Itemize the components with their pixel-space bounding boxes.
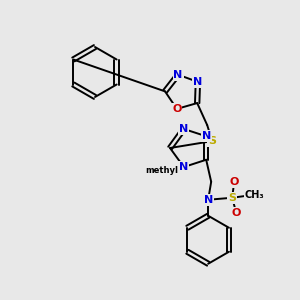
Text: S: S [228,193,236,203]
Text: CH₃: CH₃ [244,190,264,200]
Text: O: O [172,104,182,114]
Text: S: S [208,136,216,146]
Text: O: O [230,177,239,187]
Text: N: N [204,195,213,205]
Text: N: N [179,162,188,172]
Text: N: N [202,131,211,141]
Text: N: N [173,70,183,80]
Text: O: O [232,208,241,218]
Text: methyl: methyl [145,166,178,175]
Text: N: N [193,77,203,87]
Text: N: N [179,124,188,134]
